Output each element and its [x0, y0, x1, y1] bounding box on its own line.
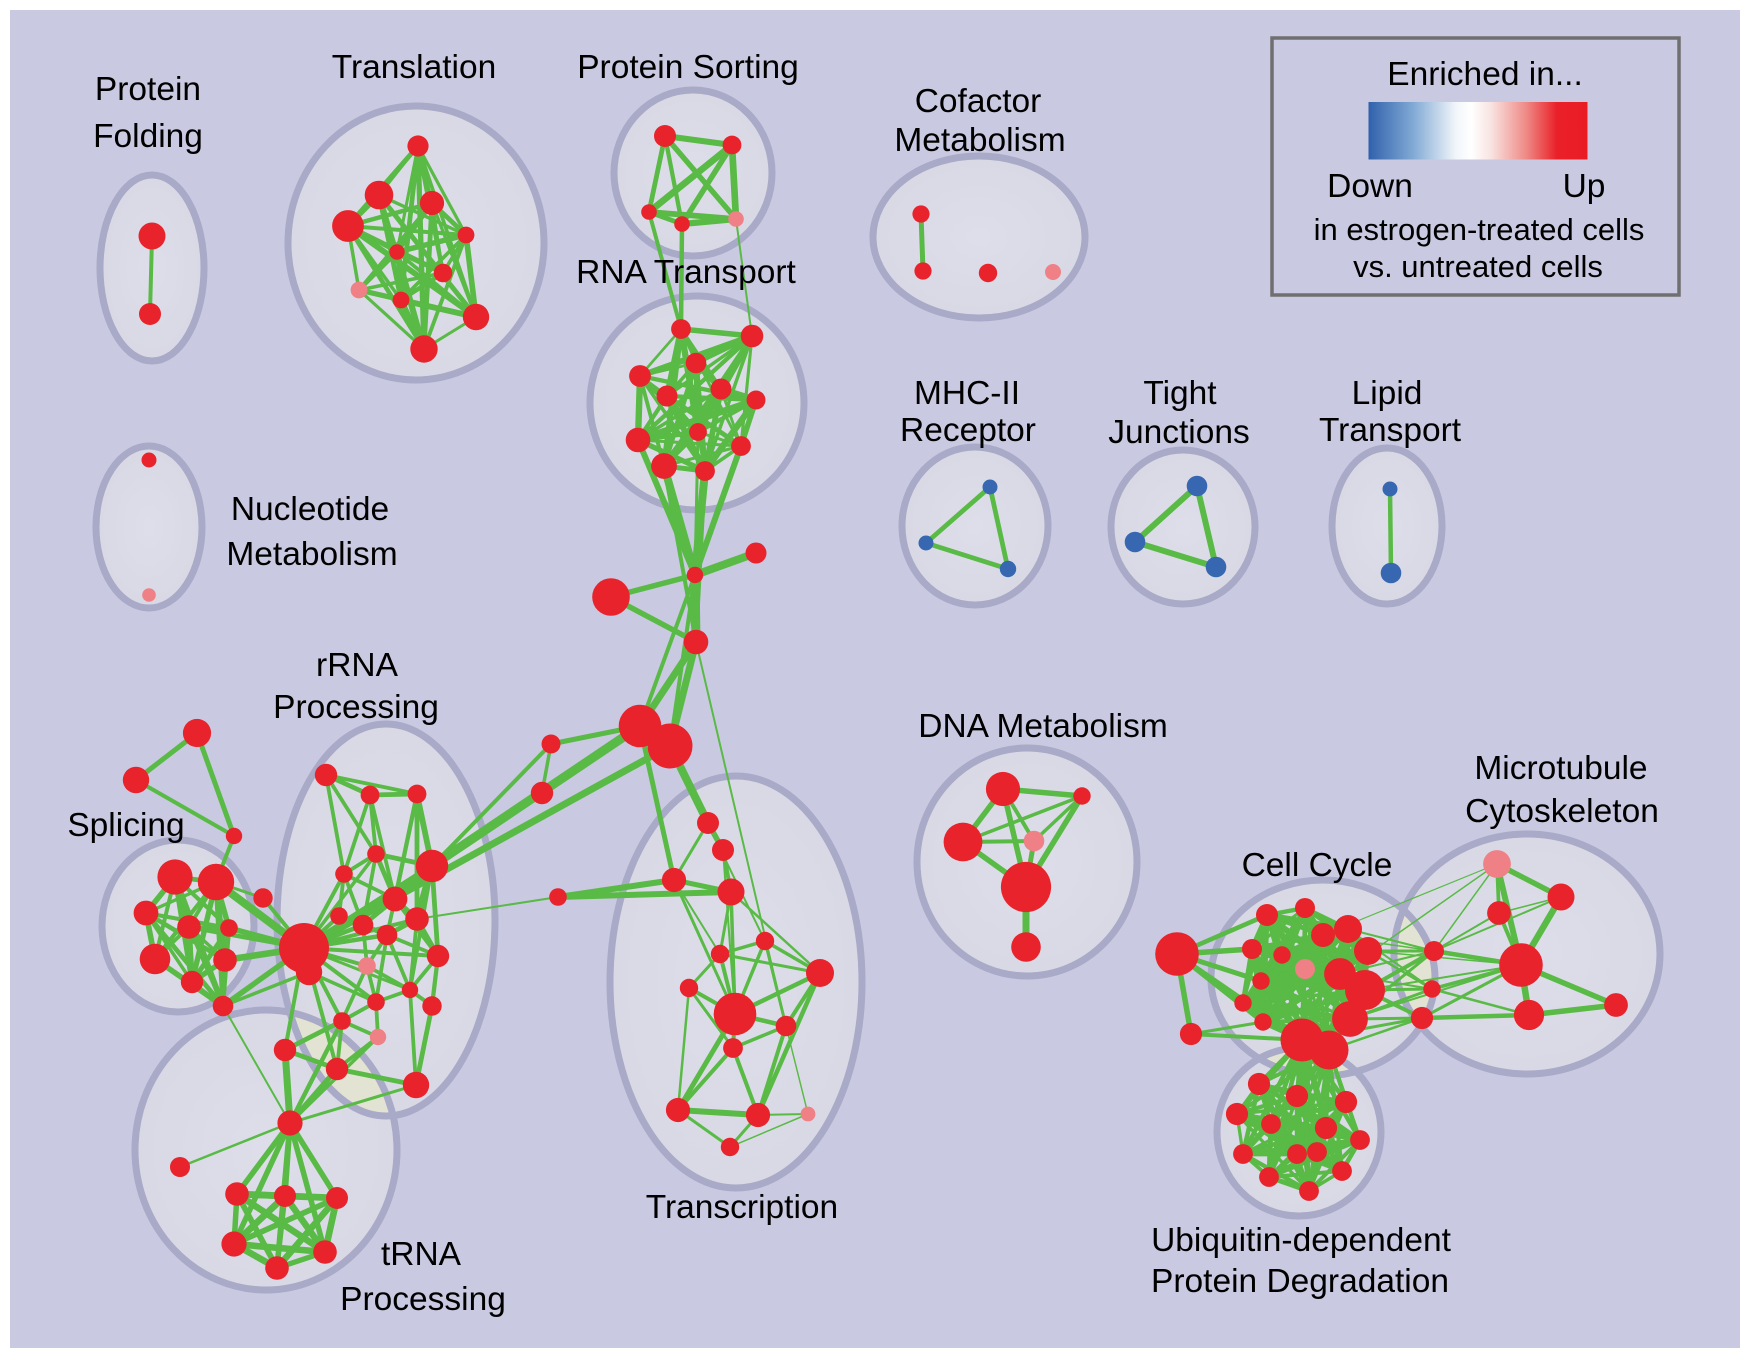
- svg-text:Cytoskeleton: Cytoskeleton: [1465, 793, 1659, 830]
- svg-text:RNA Transport: RNA Transport: [576, 254, 796, 291]
- svg-text:Down: Down: [1327, 168, 1413, 205]
- svg-text:Protein Degradation: Protein Degradation: [1151, 1263, 1449, 1300]
- svg-text:Lipid: Lipid: [1352, 375, 1423, 412]
- svg-text:Folding: Folding: [93, 118, 203, 155]
- svg-text:Splicing: Splicing: [67, 807, 184, 844]
- svg-text:MHC-II: MHC-II: [914, 375, 1020, 412]
- svg-text:vs. untreated cells: vs. untreated cells: [1353, 249, 1603, 284]
- svg-text:tRNA: tRNA: [381, 1236, 462, 1273]
- svg-text:Ubiquitin-dependent: Ubiquitin-dependent: [1151, 1222, 1452, 1259]
- svg-text:Protein Sorting: Protein Sorting: [577, 49, 799, 86]
- svg-text:Metabolism: Metabolism: [226, 536, 397, 573]
- svg-text:Tight: Tight: [1143, 375, 1217, 412]
- svg-text:Transport: Transport: [1319, 412, 1462, 449]
- svg-text:Processing: Processing: [273, 689, 439, 726]
- svg-text:Receptor: Receptor: [900, 412, 1036, 449]
- svg-text:rRNA: rRNA: [316, 647, 399, 684]
- svg-text:Cofactor: Cofactor: [915, 83, 1042, 120]
- svg-text:Metabolism: Metabolism: [894, 122, 1065, 159]
- svg-text:Microtubule: Microtubule: [1474, 750, 1647, 787]
- svg-text:Junctions: Junctions: [1108, 414, 1250, 451]
- svg-text:Protein: Protein: [95, 71, 201, 108]
- svg-text:Enriched in...: Enriched in...: [1387, 56, 1583, 93]
- svg-text:DNA Metabolism: DNA Metabolism: [918, 708, 1167, 745]
- svg-text:Processing: Processing: [340, 1281, 506, 1318]
- svg-text:Cell Cycle: Cell Cycle: [1242, 847, 1393, 884]
- svg-text:Transcription: Transcription: [646, 1189, 838, 1226]
- svg-text:Translation: Translation: [332, 49, 496, 86]
- svg-text:Nucleotide: Nucleotide: [231, 491, 389, 528]
- svg-text:Up: Up: [1563, 168, 1606, 205]
- svg-text:in estrogen-treated cells: in estrogen-treated cells: [1314, 212, 1645, 247]
